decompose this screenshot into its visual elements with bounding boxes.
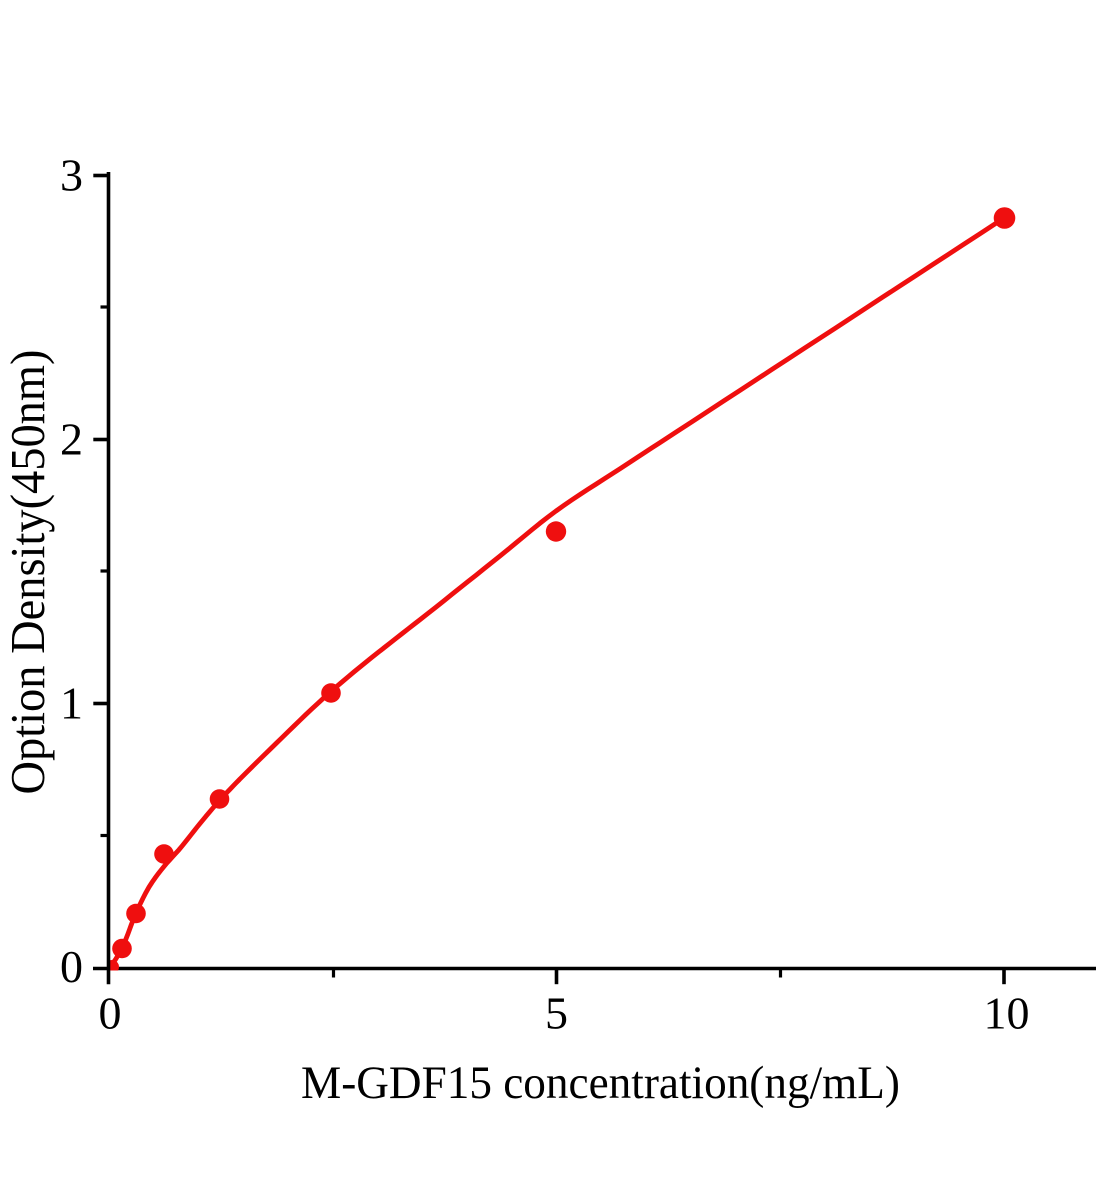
svg-text:1: 1 — [60, 678, 83, 729]
svg-text:0: 0 — [99, 988, 122, 1039]
svg-text:3: 3 — [60, 150, 83, 201]
svg-text:5: 5 — [545, 988, 568, 1039]
svg-text:2: 2 — [60, 414, 83, 465]
svg-text:M-GDF15 concentration(ng/mL): M-GDF15 concentration(ng/mL) — [301, 1057, 900, 1109]
svg-text:Option Density(450nm): Option Density(450nm) — [2, 350, 55, 795]
svg-text:0: 0 — [60, 941, 83, 992]
svg-text:10: 10 — [984, 988, 1030, 1039]
